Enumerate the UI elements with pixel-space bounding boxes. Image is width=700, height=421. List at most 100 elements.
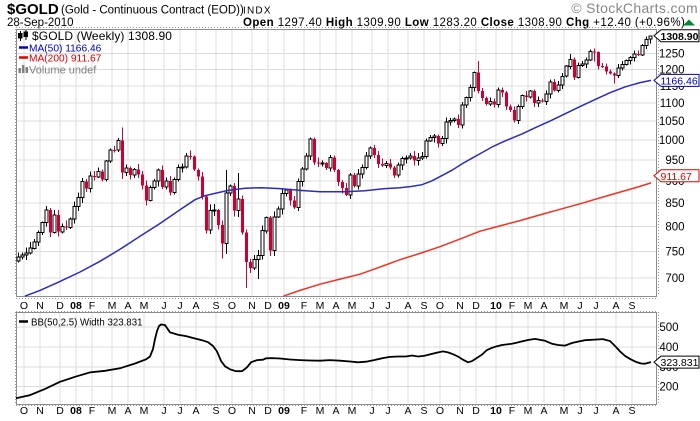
svg-text:A: A xyxy=(612,405,619,417)
svg-text:1166.46: 1166.46 xyxy=(661,75,698,87)
svg-text:D: D xyxy=(56,300,64,312)
svg-text:F: F xyxy=(301,405,307,417)
svg-text:N: N xyxy=(36,300,44,312)
svg-text:Volume undef: Volume undef xyxy=(29,65,97,77)
svg-text:323.831: 323.831 xyxy=(661,357,699,369)
svg-text:Open 1297.40 High 1309.90 Low: Open 1297.40 High 1309.90 Low 1283.20 Cl… xyxy=(243,17,685,29)
svg-text:M: M xyxy=(108,405,117,417)
svg-text:J: J xyxy=(577,300,582,312)
svg-text:© StockCharts.com: © StockCharts.com xyxy=(571,0,698,16)
svg-text:S: S xyxy=(212,405,219,417)
svg-text:M: M xyxy=(316,405,325,417)
svg-text:10: 10 xyxy=(490,300,502,312)
svg-text:M: M xyxy=(348,300,357,312)
svg-text:F: F xyxy=(301,300,307,312)
svg-text:S: S xyxy=(420,405,427,417)
svg-text:08: 08 xyxy=(70,300,82,312)
svg-text:(Gold - Continuous Contract (E: (Gold - Continuous Contract (EOD)) xyxy=(61,5,244,17)
svg-text:O: O xyxy=(20,405,28,417)
svg-text:1200: 1200 xyxy=(659,64,685,76)
svg-text:M: M xyxy=(140,405,149,417)
svg-text:J: J xyxy=(593,300,598,312)
svg-text:D: D xyxy=(56,405,64,417)
svg-text:500: 500 xyxy=(659,322,678,334)
svg-text:A: A xyxy=(540,300,547,312)
svg-text:J: J xyxy=(577,405,582,417)
svg-text:1050: 1050 xyxy=(659,116,685,128)
svg-text:O: O xyxy=(20,300,28,312)
svg-text:M: M xyxy=(316,300,325,312)
svg-text:F: F xyxy=(509,300,515,312)
svg-text:N: N xyxy=(456,300,464,312)
svg-text:400: 400 xyxy=(659,342,678,354)
svg-text:N: N xyxy=(248,300,256,312)
svg-text:M: M xyxy=(140,300,149,312)
svg-text:J: J xyxy=(161,405,166,417)
svg-text:O: O xyxy=(436,300,444,312)
svg-text:A: A xyxy=(332,405,339,417)
svg-text:10: 10 xyxy=(490,405,502,417)
svg-text:M: M xyxy=(560,405,569,417)
svg-text:S: S xyxy=(420,300,427,312)
svg-text:M: M xyxy=(560,300,569,312)
svg-text:911.67: 911.67 xyxy=(661,171,692,183)
svg-text:200: 200 xyxy=(659,382,678,394)
svg-text:S: S xyxy=(628,405,635,417)
svg-text:1250: 1250 xyxy=(659,49,685,61)
svg-text:MA(200) 911.67: MA(200) 911.67 xyxy=(29,54,102,65)
svg-text:F: F xyxy=(509,405,515,417)
svg-text:09: 09 xyxy=(278,300,290,312)
svg-text:N: N xyxy=(456,405,464,417)
svg-text:A: A xyxy=(612,300,619,312)
svg-text:N: N xyxy=(36,405,44,417)
svg-text:1100: 1100 xyxy=(660,98,685,110)
svg-text:28-Sep-2010: 28-Sep-2010 xyxy=(7,17,74,29)
svg-text:1000: 1000 xyxy=(659,135,685,147)
svg-text:950: 950 xyxy=(665,155,684,167)
svg-text:J: J xyxy=(385,300,390,312)
svg-text:J: J xyxy=(593,405,598,417)
svg-text:M: M xyxy=(524,300,533,312)
svg-text:A: A xyxy=(332,300,339,312)
svg-text:08: 08 xyxy=(70,405,82,417)
svg-text:A: A xyxy=(124,405,131,417)
svg-text:A: A xyxy=(404,405,411,417)
svg-text:D: D xyxy=(472,405,480,417)
svg-text:09: 09 xyxy=(278,405,290,417)
svg-text:D: D xyxy=(264,300,272,312)
svg-text:A: A xyxy=(540,405,547,417)
svg-text:M: M xyxy=(108,300,117,312)
svg-text:A: A xyxy=(192,300,199,312)
svg-text:MA(50) 1166.46: MA(50) 1166.46 xyxy=(29,44,102,55)
svg-text:O: O xyxy=(436,405,444,417)
svg-text:850: 850 xyxy=(665,198,684,210)
svg-text:J: J xyxy=(177,405,182,417)
svg-text:$GOLD: $GOLD xyxy=(7,1,59,18)
svg-text:O: O xyxy=(228,300,236,312)
svg-text:A: A xyxy=(192,405,199,417)
svg-text:N: N xyxy=(248,405,256,417)
svg-text:750: 750 xyxy=(665,246,684,258)
svg-text:J: J xyxy=(369,300,374,312)
svg-text:BB(50,2.5) Width 323.831: BB(50,2.5) Width 323.831 xyxy=(31,318,142,329)
svg-text:M: M xyxy=(524,405,533,417)
svg-text:A: A xyxy=(404,300,411,312)
svg-text:$GOLD (Weekly) 1308.90: $GOLD (Weekly) 1308.90 xyxy=(32,29,172,43)
svg-text:1308.90: 1308.90 xyxy=(661,31,699,43)
svg-text:F: F xyxy=(89,405,95,417)
svg-text:M: M xyxy=(348,405,357,417)
svg-text:700: 700 xyxy=(665,273,684,285)
svg-text:J: J xyxy=(177,300,182,312)
svg-text:S: S xyxy=(628,300,635,312)
svg-text:A: A xyxy=(124,300,131,312)
svg-text:D: D xyxy=(264,405,272,417)
svg-text:S: S xyxy=(212,300,219,312)
svg-text:F: F xyxy=(89,300,95,312)
svg-text:J: J xyxy=(385,405,390,417)
svg-text:D: D xyxy=(472,300,480,312)
svg-text:800: 800 xyxy=(665,221,684,233)
svg-text:J: J xyxy=(369,405,374,417)
svg-text:INDX: INDX xyxy=(243,6,272,17)
svg-text:J: J xyxy=(161,300,166,312)
svg-text:O: O xyxy=(228,405,236,417)
